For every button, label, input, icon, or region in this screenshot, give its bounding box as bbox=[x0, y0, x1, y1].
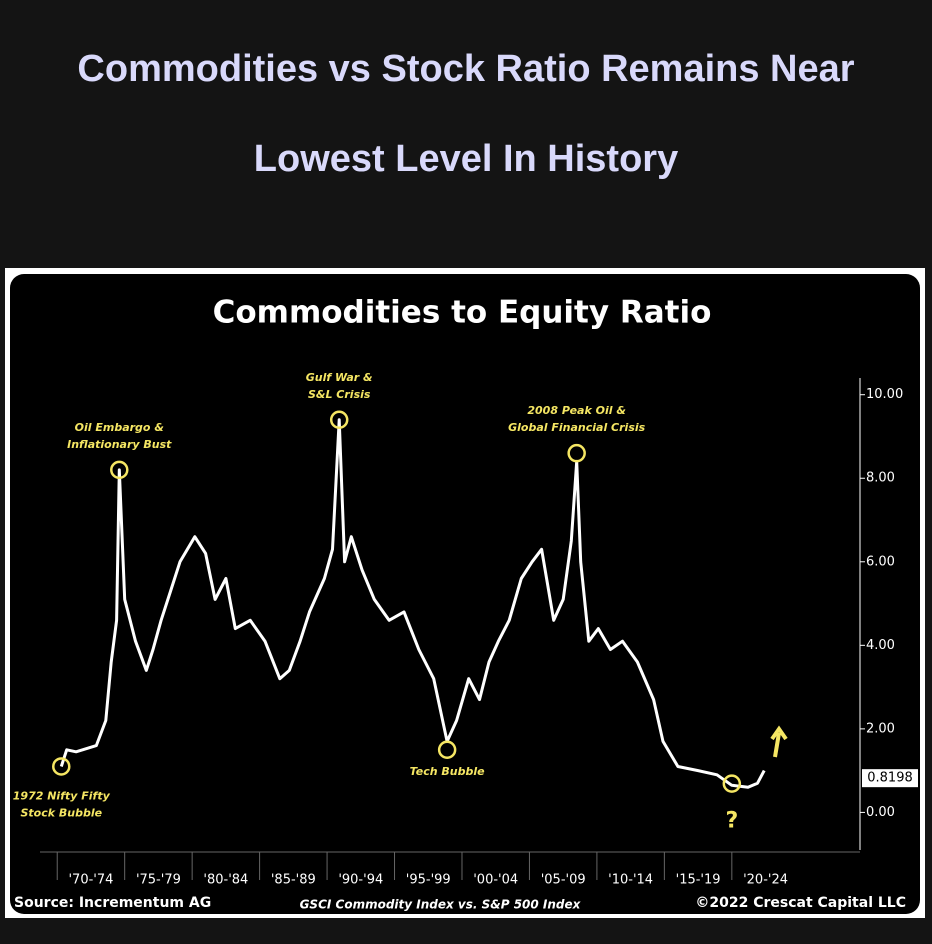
x-tick-label: '85-'89 bbox=[271, 873, 316, 888]
chart-title: Commodities to Equity Ratio bbox=[213, 295, 712, 331]
annotation-text: Inflationary Bust bbox=[67, 438, 172, 451]
y-tick-label: 10.00 bbox=[866, 387, 903, 402]
y-tick-label: 4.00 bbox=[866, 638, 895, 653]
x-tick-label: '80-'84 bbox=[203, 873, 248, 888]
annotation-marker bbox=[722, 774, 742, 793]
annotation-text: Stock Bubble bbox=[20, 806, 102, 819]
x-tick-label: '95-'99 bbox=[406, 873, 451, 888]
footer-note: GSCI Commodity Index vs. S&P 500 Index bbox=[300, 898, 582, 912]
y-tick-label: 6.00 bbox=[866, 554, 895, 569]
annotation-text: 2008 Peak Oil & bbox=[527, 404, 626, 417]
current-value-label: 0.8198 bbox=[867, 771, 913, 786]
current-value-box bbox=[862, 769, 918, 788]
annotation-text: Tech Bubble bbox=[410, 765, 485, 778]
annotation-text: Gulf War & bbox=[306, 371, 373, 384]
x-tick-label: '10-'14 bbox=[608, 873, 653, 888]
y-tick-label: 0.00 bbox=[866, 805, 895, 820]
x-tick-label: '00-'04 bbox=[473, 873, 518, 888]
footer-source: Source: Incrementum AG bbox=[14, 895, 211, 911]
footer-copyright: ©2022 Crescat Capital LLC bbox=[695, 895, 906, 911]
annotation-marker bbox=[567, 443, 586, 463]
x-tick-label: '75-'79 bbox=[136, 873, 181, 888]
annotation-text: Oil Embargo & bbox=[75, 421, 164, 434]
annotation-marker bbox=[329, 410, 349, 430]
arrow bbox=[770, 725, 788, 758]
headline: Lowest Level In History bbox=[253, 138, 679, 180]
x-tick-label: '20-'24 bbox=[743, 873, 788, 888]
headline: Commodities vs Stock Ratio Remains Near bbox=[77, 48, 855, 90]
annotation-text: Global Financial Crisis bbox=[508, 421, 646, 434]
y-tick-label: 2.00 bbox=[866, 721, 895, 736]
x-tick-label: '15-'19 bbox=[676, 873, 721, 888]
annotation-marker bbox=[52, 757, 71, 776]
x-tick-label: '05-'09 bbox=[541, 873, 586, 888]
annotation-marker bbox=[110, 460, 129, 480]
x-tick-label: '70-'74 bbox=[68, 873, 113, 888]
annotation-marker bbox=[437, 740, 457, 760]
annotation-text: 1972 Nifty Fifty bbox=[13, 789, 111, 802]
y-tick-label: 8.00 bbox=[866, 471, 895, 486]
panel bbox=[10, 274, 920, 914]
annotation-text: ? bbox=[725, 809, 738, 834]
annotation-text: S&L Crisis bbox=[308, 388, 371, 401]
x-tick-label: '90-'94 bbox=[338, 873, 383, 888]
series-line bbox=[59, 418, 766, 789]
